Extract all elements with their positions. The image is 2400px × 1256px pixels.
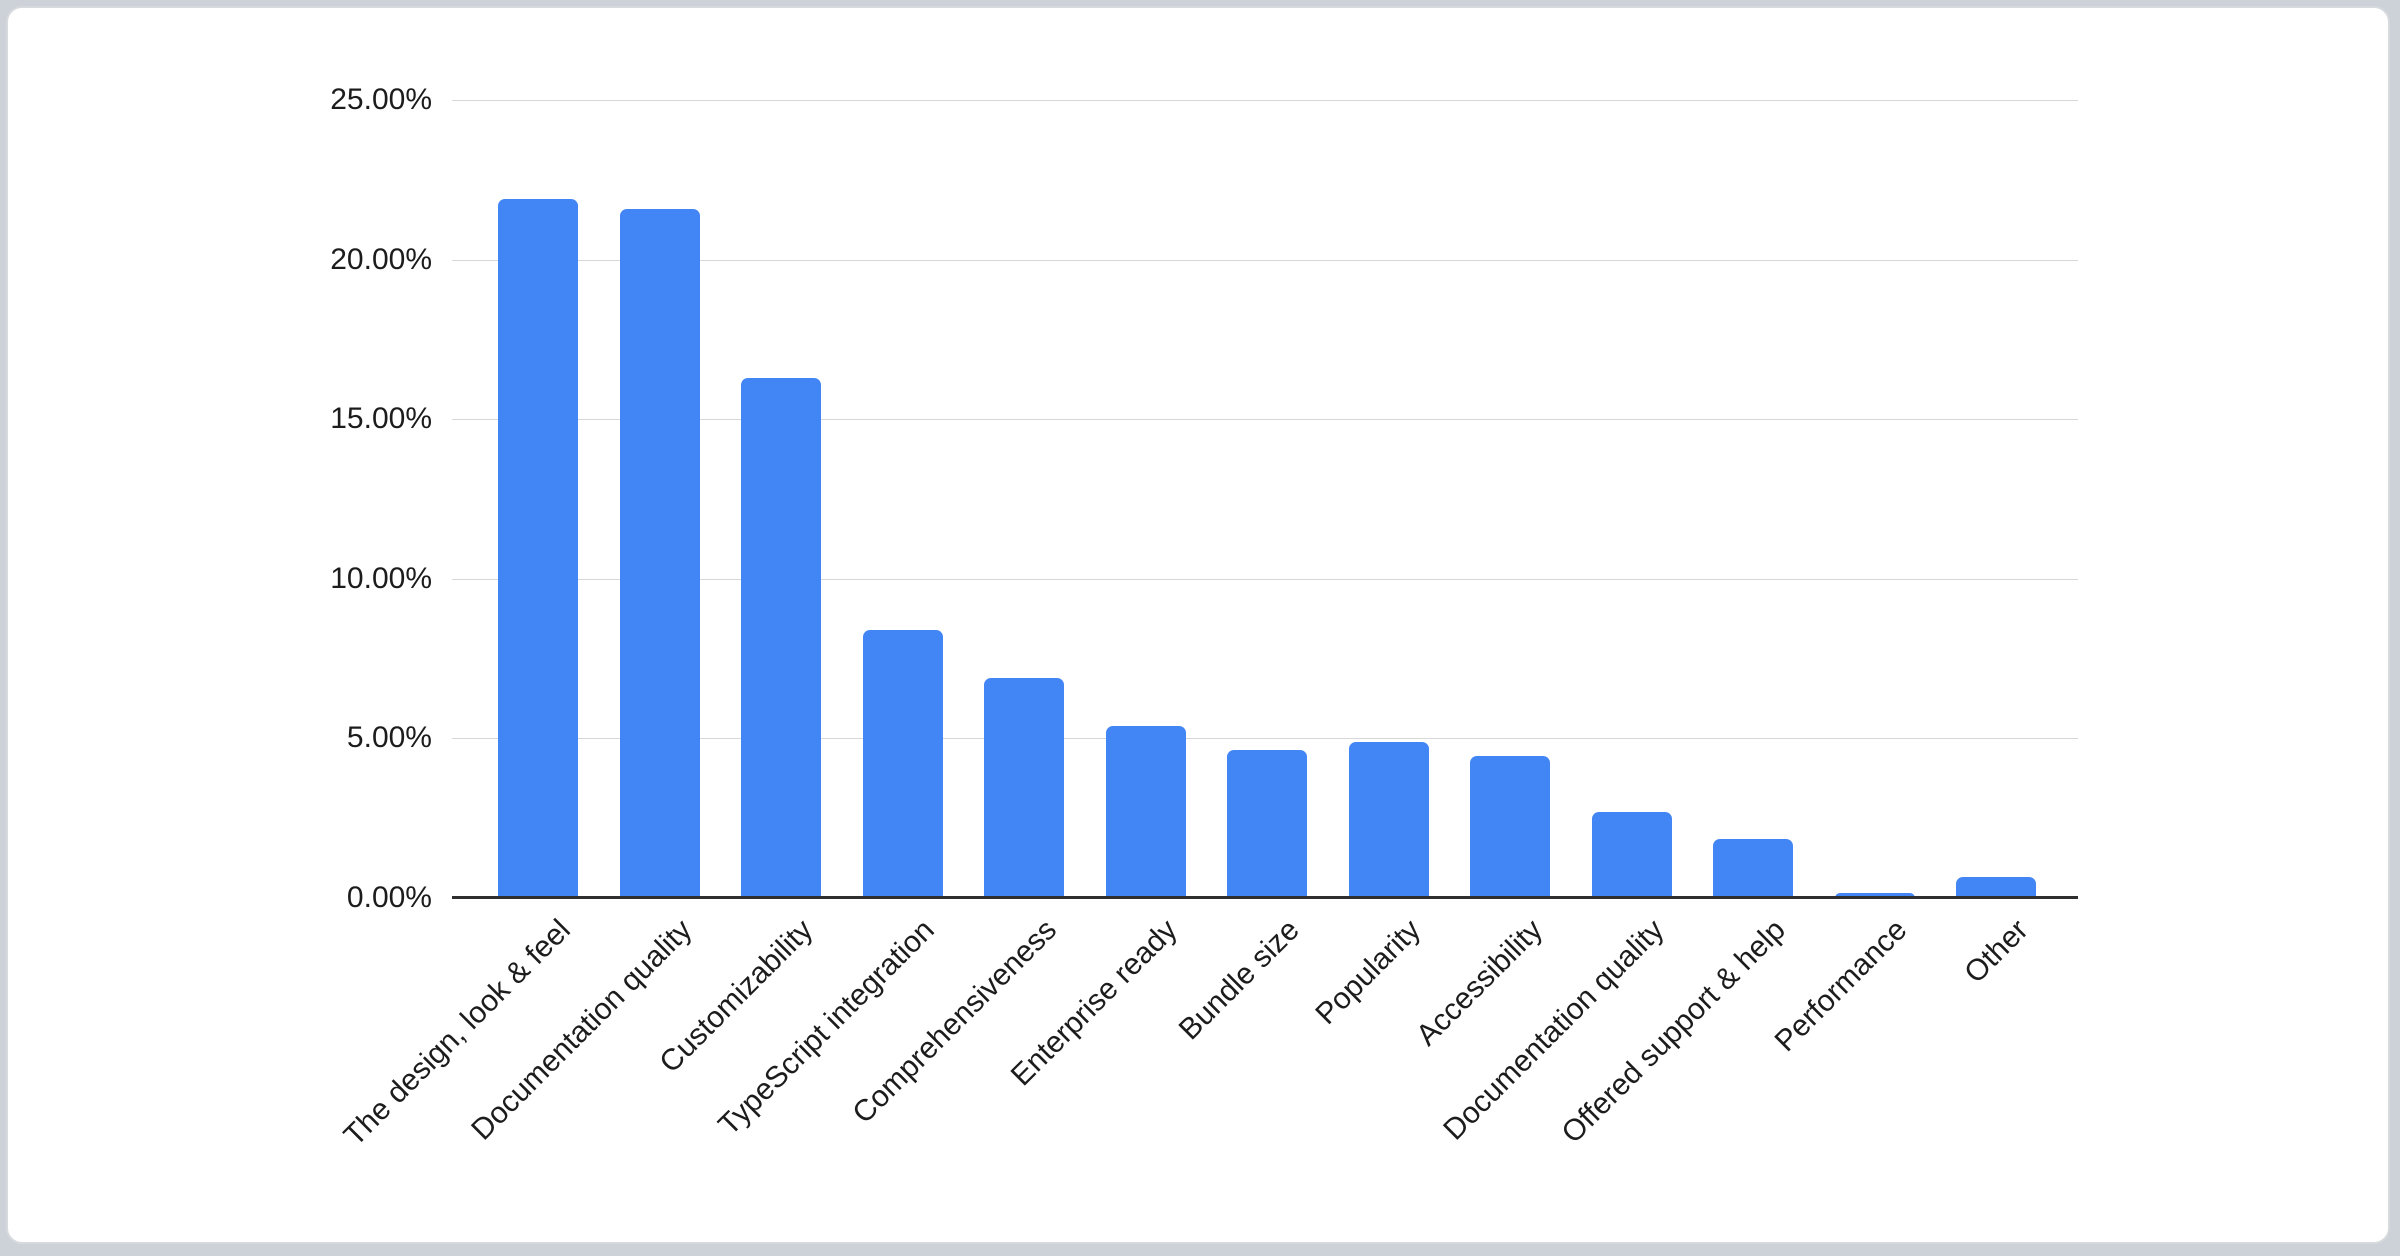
bar-documentation-quality-2	[1592, 812, 1672, 898]
y-axis-tick-label: 10.00%	[330, 562, 432, 595]
x-axis-category-label: Documentation quality	[1436, 913, 1671, 1147]
bar-typescript-integration	[863, 630, 943, 898]
x-axis-category-label: Popularity	[1309, 913, 1428, 1031]
gridline-25.00pct	[452, 100, 2078, 101]
chart-card	[6, 6, 2390, 1244]
x-axis-category-label: Bundle size	[1172, 913, 1306, 1047]
gridline-20.00pct	[452, 260, 2078, 261]
y-axis-tick-label: 20.00%	[330, 243, 432, 276]
gridline-15.00pct	[452, 419, 2078, 420]
x-axis-category-label: Offered support & help	[1555, 913, 1792, 1150]
bar-bundle-size	[1227, 750, 1307, 898]
bar-offered-support-help	[1713, 839, 1793, 898]
x-axis-category-label: The design, look & feel	[337, 913, 577, 1153]
x-axis-category-label: Documentation quality	[464, 913, 699, 1147]
y-axis-tick-label: 5.00%	[346, 721, 432, 754]
y-axis-tick-label: 25.00%	[330, 83, 432, 116]
gridline-5.00pct	[452, 738, 2078, 739]
bar-customizability	[741, 378, 821, 898]
bar-performance	[1835, 893, 1915, 898]
bar-comprehensiveness	[984, 678, 1064, 898]
gridline-10.00pct	[452, 579, 2078, 580]
y-axis-tick-label: 15.00%	[330, 402, 432, 435]
x-axis-category-label: Comprehensiveness	[845, 913, 1063, 1131]
x-axis-category-label: TypeScript integration	[712, 913, 942, 1142]
x-axis-category-label: Other	[1958, 913, 2035, 990]
bar-other	[1956, 877, 2036, 898]
bar-enterprise-ready	[1106, 726, 1186, 898]
y-axis-tick-label: 0.00%	[346, 881, 432, 914]
bar-the-design-look-feel	[498, 199, 578, 898]
bar-accessibility	[1470, 756, 1550, 898]
bar-popularity	[1349, 742, 1429, 898]
x-axis-line	[452, 896, 2078, 899]
bar-documentation-quality	[620, 209, 700, 898]
